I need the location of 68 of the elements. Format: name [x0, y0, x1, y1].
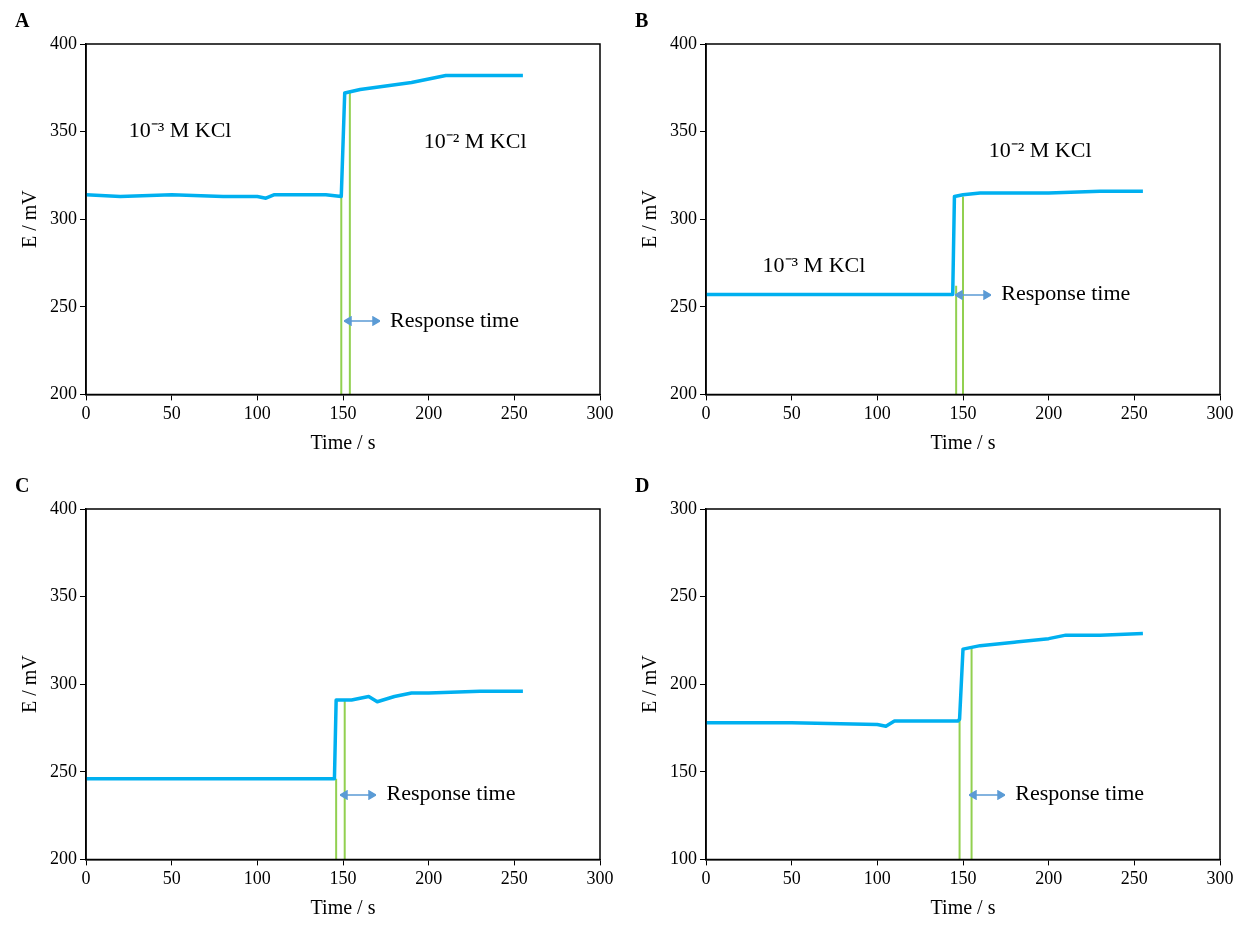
x-tick-label: 0: [701, 867, 711, 888]
annotation: Response time: [1001, 280, 1131, 306]
y-tick-label: 300: [670, 207, 697, 228]
y-axis-title: E / mV: [638, 189, 661, 249]
y-tick-label: 350: [50, 585, 77, 606]
annotation: 10⁻³ M KCl: [128, 117, 232, 143]
x-tick-label: 300: [586, 867, 614, 888]
y-tick-label: 200: [670, 383, 697, 404]
x-tick-label: 50: [162, 402, 181, 423]
y-tick-label: 350: [670, 120, 697, 141]
x-tick-label: 200: [1035, 402, 1063, 423]
chart-title: D: [635, 474, 650, 497]
y-tick-label: 300: [50, 207, 77, 228]
x-tick-label: 250: [500, 402, 528, 423]
annotation: Response time: [386, 780, 516, 806]
y-axis-title: E / mV: [638, 654, 661, 714]
y-tick-label: 400: [50, 497, 77, 518]
y-tick-label: 100: [670, 848, 697, 869]
y-tick-label: 150: [670, 760, 697, 781]
x-axis-title: Time / s: [930, 431, 996, 454]
y-tick-label: 200: [670, 672, 697, 693]
x-axis-title: Time / s: [930, 896, 996, 919]
chart-title: A: [15, 9, 30, 32]
x-tick-label: 150: [329, 402, 357, 423]
x-tick-label: 100: [863, 867, 891, 888]
x-tick-label: 100: [243, 402, 271, 423]
annotation: 10⁻³ M KCl: [762, 252, 866, 278]
x-tick-label: 0: [701, 402, 711, 423]
chart-title: C: [15, 474, 30, 497]
annotation: Response time: [1015, 780, 1145, 806]
x-tick-label: 100: [863, 402, 891, 423]
annotation: Response time: [390, 306, 520, 332]
x-tick-label: 0: [81, 402, 91, 423]
y-tick-label: 250: [670, 295, 697, 316]
x-tick-label: 0: [81, 867, 91, 888]
x-tick-label: 50: [782, 867, 801, 888]
x-tick-label: 50: [782, 402, 801, 423]
x-tick-label: 150: [329, 867, 357, 888]
x-tick-label: 300: [1206, 867, 1234, 888]
x-tick-label: 250: [1120, 402, 1148, 423]
x-tick-label: 200: [1035, 867, 1063, 888]
x-tick-label: 200: [415, 402, 443, 423]
annotation: 10⁻² M KCl: [423, 127, 527, 153]
x-tick-label: 250: [500, 867, 528, 888]
y-tick-label: 300: [670, 497, 697, 518]
y-tick-label: 200: [50, 848, 77, 869]
y-tick-label: 250: [50, 295, 77, 316]
x-tick-label: 100: [243, 867, 271, 888]
annotation: 10⁻² M KCl: [988, 136, 1092, 162]
y-axis-title: E / mV: [18, 189, 41, 249]
y-tick-label: 200: [50, 383, 77, 404]
x-axis-title: Time / s: [310, 431, 376, 454]
x-tick-label: 150: [949, 867, 977, 888]
x-tick-label: 300: [1206, 402, 1234, 423]
x-axis-title: Time / s: [310, 896, 376, 919]
x-tick-label: 300: [586, 402, 614, 423]
y-tick-label: 350: [50, 120, 77, 141]
x-tick-label: 200: [415, 867, 443, 888]
y-tick-label: 400: [50, 32, 77, 53]
y-tick-label: 250: [50, 760, 77, 781]
x-tick-label: 150: [949, 402, 977, 423]
x-tick-label: 50: [162, 867, 181, 888]
x-tick-label: 250: [1120, 867, 1148, 888]
y-tick-label: 300: [50, 672, 77, 693]
y-tick-label: 250: [670, 585, 697, 606]
y-tick-label: 400: [670, 32, 697, 53]
y-axis-title: E / mV: [18, 654, 41, 714]
chart-title: B: [635, 9, 649, 32]
